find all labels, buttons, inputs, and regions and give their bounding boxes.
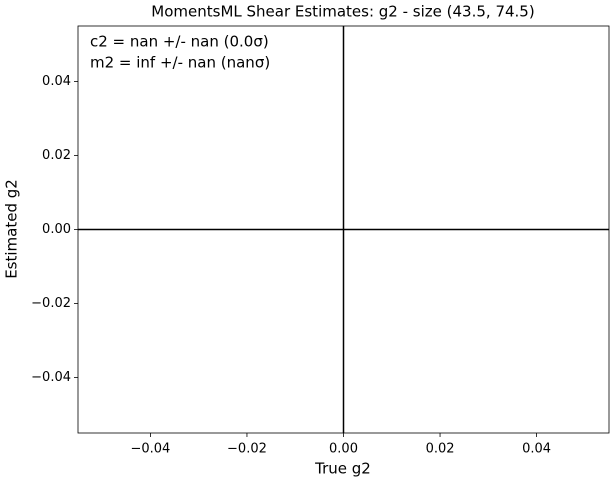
x-tick-label: 0.04 — [522, 442, 551, 457]
chart-title: MomentsML Shear Estimates: g2 - size (43… — [151, 3, 534, 21]
y-tick-label: −0.02 — [31, 296, 71, 311]
annotation: m2 = inf +/- nan (nanσ) — [90, 54, 270, 72]
annotation: c2 = nan +/- nan (0.0σ) — [90, 33, 269, 51]
x-tick-label: −0.02 — [227, 442, 267, 457]
x-tick-label: 0.00 — [329, 442, 358, 457]
x-tick-label: −0.04 — [130, 442, 170, 457]
x-tick-label: 0.02 — [426, 442, 455, 457]
y-tick-label: 0.00 — [42, 222, 71, 237]
y-axis-label: Estimated g2 — [3, 179, 21, 279]
x-axis-label: True g2 — [314, 460, 371, 478]
y-tick-label: −0.04 — [31, 370, 71, 385]
y-tick-label: 0.04 — [42, 74, 71, 89]
plot-frame — [77, 25, 610, 434]
y-tick-label: 0.02 — [42, 148, 71, 163]
